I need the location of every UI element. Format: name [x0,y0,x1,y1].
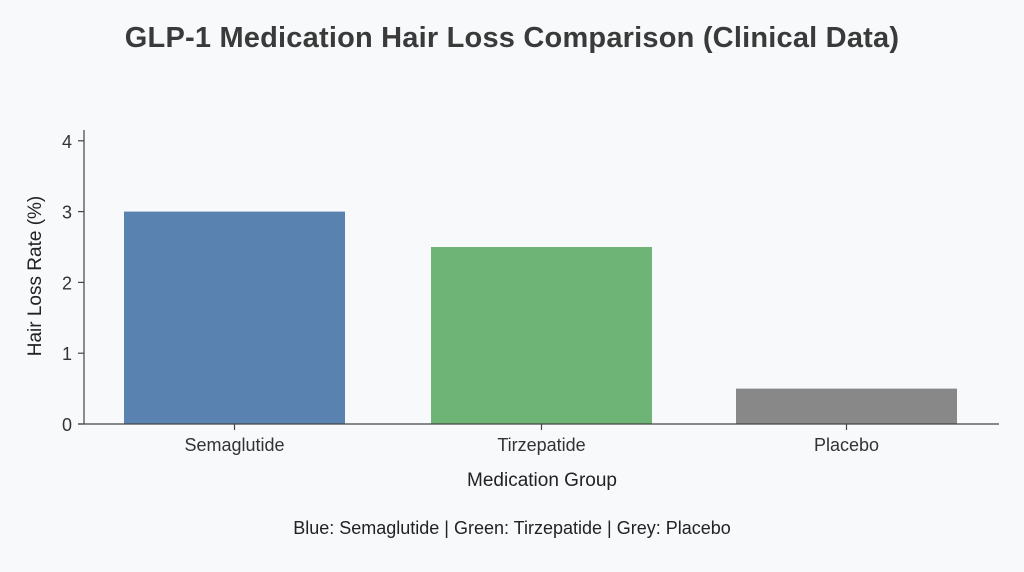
x-tick-label: Tirzepatide [497,435,585,455]
y-tick-label: 2 [62,273,72,293]
chart-title: GLP-1 Medication Hair Loss Comparison (C… [124,22,900,54]
bar-tirzepatide [431,247,652,424]
y-axis-label: Hair Loss Rate (%) [25,196,46,357]
x-axis-label: Medication Group [467,470,617,491]
bar-semaglutide [124,211,345,424]
bar-placebo [736,388,957,424]
x-tick-label: Semaglutide [184,435,284,455]
y-tick-label: 4 [62,132,72,152]
bars-group [124,211,957,424]
x-tick-label: Placebo [814,435,879,455]
y-tick-label: 0 [62,415,72,435]
y-axis-ticks: 0 1 2 3 4 [62,132,84,435]
color-key-caption: Blue: Semaglutide | Green: Tirzepatide |… [293,518,731,538]
y-tick-label: 3 [62,203,72,223]
x-axis-ticks: Semaglutide Tirzepatide Placebo [184,424,879,455]
y-tick-label: 1 [62,344,72,364]
